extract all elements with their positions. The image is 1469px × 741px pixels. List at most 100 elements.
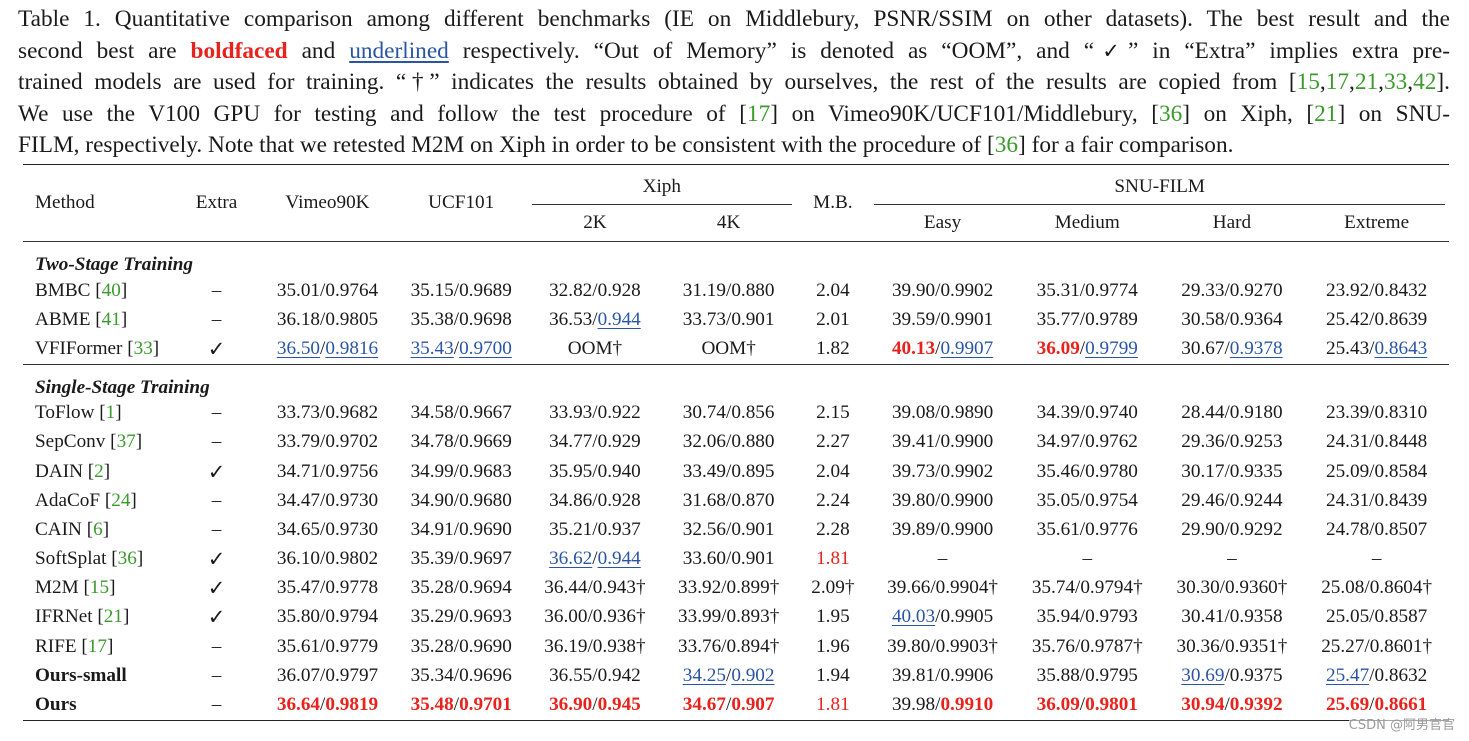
cell-extreme: 25.42/0.8639 bbox=[1304, 305, 1449, 334]
cell-x2k: 34.86/0.928 bbox=[528, 486, 662, 515]
dagger-mark: † bbox=[769, 606, 780, 628]
slash: / bbox=[1369, 460, 1375, 482]
slash: / bbox=[320, 337, 326, 359]
psnr-value: 23.39 bbox=[1325, 402, 1370, 424]
citation-link[interactable]: 36 bbox=[994, 132, 1019, 159]
citation-link[interactable]: 21 bbox=[103, 606, 123, 628]
ssim-value: 0.9901 bbox=[940, 308, 994, 330]
slash: / bbox=[1369, 664, 1375, 686]
psnr-value: 30.41 bbox=[1181, 606, 1225, 628]
slash: / bbox=[725, 664, 732, 686]
slash: / bbox=[320, 460, 326, 482]
citation-link[interactable]: 40 bbox=[101, 279, 121, 301]
cell-extreme: 25.27/0.8601† bbox=[1304, 632, 1449, 661]
cell-ucf: 35.15/0.9689 bbox=[394, 276, 528, 305]
psnr-value: 32.06 bbox=[682, 431, 726, 453]
extra-dash: – bbox=[211, 402, 222, 424]
method-name: ToFlow [1] bbox=[35, 402, 122, 424]
ssim-value: 0.9180 bbox=[1229, 402, 1283, 424]
ssim-value: 0.9900 bbox=[940, 489, 994, 511]
ssim-value: 0.9774 bbox=[1085, 279, 1138, 301]
cell-text: – bbox=[1082, 548, 1093, 570]
checkmark-icon: ✓ bbox=[207, 576, 226, 601]
citation-link[interactable]: 6 bbox=[93, 518, 103, 540]
psnr-value: 35.47 bbox=[276, 577, 321, 599]
method-label: AdaCoF bbox=[35, 489, 101, 511]
psnr-value: 25.09 bbox=[1325, 460, 1370, 482]
citation-link[interactable]: 17 bbox=[1325, 69, 1350, 96]
cell-easy: 39.80/0.9903† bbox=[870, 632, 1015, 661]
slash: / bbox=[935, 402, 941, 424]
citation-link[interactable]: 33 bbox=[1383, 69, 1408, 96]
ssim-value: 0.9903 bbox=[935, 635, 989, 657]
slash: / bbox=[935, 308, 941, 330]
psnr-value: 25.69 bbox=[1325, 694, 1370, 716]
table-row: Ours –36.64/0.9819 35.48/0.9701 36.90/0.945… bbox=[23, 690, 1449, 721]
section-title: Single-Stage Training bbox=[35, 376, 210, 398]
citation-link[interactable]: 17 bbox=[746, 100, 771, 127]
cell-hard: – bbox=[1160, 545, 1305, 574]
citation-link[interactable]: 36 bbox=[1158, 100, 1183, 127]
cell-hard: 29.90/0.9292 bbox=[1160, 515, 1305, 544]
ssim-value: 0.936 bbox=[592, 606, 636, 628]
cell-vimeo: 34.65/0.9730 bbox=[261, 515, 395, 544]
citation-link[interactable]: 17 bbox=[87, 635, 107, 657]
citation-link[interactable]: 15 bbox=[1296, 69, 1320, 96]
citation-link[interactable]: 33 bbox=[133, 337, 153, 359]
psnr-value: 40.03 bbox=[891, 606, 936, 628]
citation-link[interactable]: 21 bbox=[1354, 69, 1379, 96]
ssim-value: 0.880 bbox=[731, 279, 775, 301]
cell-x2k: 36.19/0.938† bbox=[528, 632, 662, 661]
psnr-value: 33.99 bbox=[678, 606, 722, 628]
slash: / bbox=[1079, 431, 1086, 453]
slash: / bbox=[725, 518, 732, 540]
ssim-value: 0.9904 bbox=[935, 577, 989, 599]
ssim-value: 0.9794 bbox=[1080, 577, 1134, 599]
citation-link[interactable]: 41 bbox=[101, 308, 121, 330]
cell-ucf: 35.38/0.9698 bbox=[394, 305, 528, 334]
ssim-value: 0.940 bbox=[597, 460, 641, 482]
cell-x4k: 33.76/0.894† bbox=[662, 632, 796, 661]
cell-x2k: 33.93/0.922 bbox=[528, 399, 662, 428]
cell-mb: 1.96 bbox=[816, 635, 850, 657]
slash: / bbox=[1364, 577, 1370, 599]
slash: / bbox=[453, 279, 460, 301]
slash: / bbox=[721, 606, 727, 628]
psnr-value: 25.47 bbox=[1325, 664, 1370, 686]
divider-cell bbox=[23, 363, 1449, 365]
citation-link[interactable]: 15 bbox=[89, 577, 110, 599]
cell-hard: 30.17/0.9335 bbox=[1160, 457, 1305, 486]
psnr-value: 35.80 bbox=[276, 606, 321, 628]
checkmark-icon: ✓ bbox=[1094, 38, 1128, 63]
checkmark-icon: ✓ bbox=[207, 336, 226, 361]
slash: / bbox=[1224, 694, 1230, 716]
caption-text: We use the V100 GPU for testing and foll… bbox=[18, 100, 747, 127]
cell-x2k: 36.44/0.943† bbox=[528, 574, 662, 603]
slash: / bbox=[453, 518, 460, 540]
citation-link[interactable]: 36 bbox=[117, 548, 137, 570]
psnr-value: 33.79 bbox=[276, 431, 321, 453]
psnr-value: 40.13 bbox=[891, 337, 936, 359]
header-medium: Medium bbox=[1014, 205, 1160, 242]
ssim-value: 0.9795 bbox=[1085, 664, 1138, 686]
citation-link[interactable]: 42 bbox=[1413, 69, 1437, 96]
psnr-value: 35.61 bbox=[276, 635, 321, 657]
cell-mb: 2.24 bbox=[816, 489, 850, 511]
ssim-value: 0.8601 bbox=[1369, 635, 1423, 657]
citation-link[interactable]: 24 bbox=[111, 489, 131, 511]
slash: / bbox=[320, 548, 326, 570]
citation-link[interactable]: 37 bbox=[116, 431, 136, 453]
slash: / bbox=[1079, 518, 1086, 540]
table-row: ABME [41] –36.18/0.9805 35.38/0.9698 36.53/… bbox=[23, 305, 1449, 334]
psnr-value: 34.99 bbox=[410, 460, 454, 482]
citation-link[interactable]: 21 bbox=[1314, 100, 1338, 127]
ssim-value: 0.943 bbox=[592, 577, 636, 599]
extra-dash: – bbox=[211, 308, 222, 330]
slash: / bbox=[1079, 694, 1086, 716]
citation-link[interactable]: 1 bbox=[105, 402, 116, 424]
cell-easy: 39.89/0.9900 bbox=[870, 515, 1015, 544]
ssim-value: 0.8310 bbox=[1374, 402, 1428, 424]
cell-x2k: 36.00/0.936† bbox=[528, 603, 662, 632]
cell-extreme: 24.31/0.8448 bbox=[1304, 428, 1449, 457]
citation-link[interactable]: 2 bbox=[94, 460, 104, 482]
